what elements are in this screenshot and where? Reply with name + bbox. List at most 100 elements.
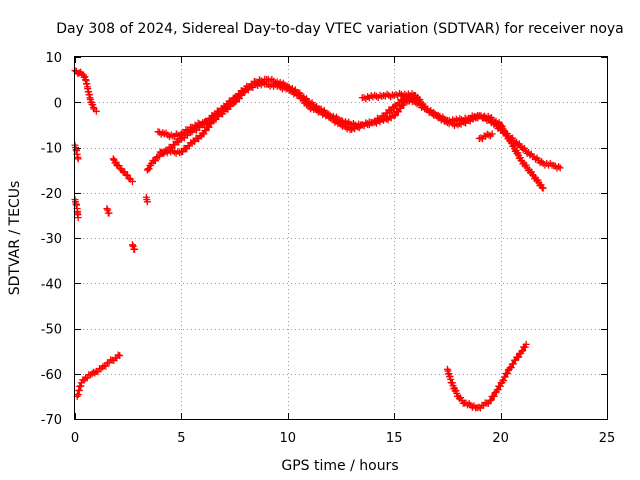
data-point	[151, 157, 159, 165]
y-tick-label: 0	[54, 96, 62, 111]
y-tick-label: -50	[41, 323, 62, 338]
axis-ticks	[75, 57, 608, 420]
data-point	[538, 184, 546, 192]
data-point	[249, 83, 257, 91]
data-point	[388, 106, 396, 114]
data-points	[71, 67, 564, 412]
data-point	[290, 90, 298, 98]
grid	[75, 57, 607, 419]
chart-title: Day 308 of 2024, Sidereal Day-to-day VTE…	[56, 21, 624, 37]
data-point	[401, 98, 409, 106]
data-point	[92, 107, 100, 115]
data-point	[102, 362, 110, 370]
data-point	[472, 113, 480, 121]
data-point	[128, 177, 136, 185]
data-point	[128, 241, 136, 249]
data-point	[459, 118, 467, 126]
data-point	[185, 126, 193, 134]
data-point	[176, 149, 184, 157]
series-arc-2	[71, 141, 82, 163]
data-point	[494, 386, 502, 394]
series-arc-10	[156, 79, 547, 192]
data-point	[428, 110, 436, 118]
data-point	[285, 86, 293, 94]
y-tick-label: -30	[41, 232, 62, 247]
data-point	[209, 116, 217, 124]
data-point	[125, 174, 133, 182]
data-point	[131, 245, 139, 253]
data-point	[539, 184, 547, 192]
data-point	[74, 214, 82, 222]
x-tick-label: 5	[177, 431, 185, 446]
data-point	[556, 164, 564, 172]
data-point	[509, 360, 517, 368]
data-point	[411, 91, 419, 99]
series-arc-14	[443, 340, 530, 412]
data-point	[322, 112, 330, 120]
data-point	[485, 131, 493, 139]
data-point	[487, 396, 495, 404]
data-point	[500, 377, 508, 385]
data-point	[316, 107, 324, 115]
series-arc-6	[128, 241, 139, 253]
data-point	[381, 114, 389, 122]
data-point	[490, 392, 498, 400]
data-point	[529, 171, 537, 179]
data-point	[196, 120, 204, 128]
data-point	[175, 138, 183, 146]
x-tick-label: 10	[280, 431, 297, 446]
series-arc-11	[154, 115, 217, 141]
y-tick-label: -60	[41, 368, 62, 383]
data-point	[143, 198, 151, 206]
y-tick-label: -10	[41, 142, 62, 157]
series-arc-3	[71, 196, 82, 222]
data-point	[440, 117, 448, 125]
y-axis-label: SDTVAR / TECUs	[7, 181, 23, 296]
data-point	[241, 87, 249, 95]
data-point	[334, 120, 342, 128]
series-arc-13	[475, 130, 496, 143]
x-tick-label: 20	[492, 431, 509, 446]
data-point	[486, 397, 494, 405]
y-tick-label: 10	[45, 51, 62, 66]
series-arc-4	[103, 205, 113, 217]
series-arc-8	[73, 351, 124, 400]
data-point	[555, 163, 563, 171]
data-point	[532, 155, 540, 163]
x-tick-label: 25	[599, 431, 616, 446]
x-tick-label: 15	[386, 431, 403, 446]
data-point	[515, 353, 523, 361]
series-arc-1	[71, 67, 100, 115]
data-point	[103, 205, 111, 213]
data-point	[91, 369, 99, 377]
data-point	[522, 340, 530, 348]
series-arc-12	[358, 89, 419, 103]
data-point	[99, 363, 107, 371]
data-point	[496, 382, 504, 390]
data-point	[504, 369, 512, 377]
series-arc-7	[142, 193, 151, 206]
data-point	[177, 130, 185, 138]
x-axis-label: GPS time / hours	[281, 458, 398, 474]
data-point	[74, 155, 82, 163]
data-point	[494, 120, 502, 128]
plot-frame	[74, 56, 608, 420]
y-tick-label: -70	[41, 413, 62, 428]
data-point	[538, 158, 546, 166]
data-point	[122, 171, 130, 179]
data-point	[422, 105, 430, 113]
y-tick-label: -20	[41, 187, 62, 202]
series-arc-5	[109, 155, 136, 185]
data-point	[89, 104, 97, 112]
data-point	[501, 373, 509, 381]
x-tick-label: 0	[71, 431, 79, 446]
y-tick-label: -40	[41, 277, 62, 292]
data-point	[488, 130, 496, 138]
data-point	[352, 122, 360, 130]
data-point	[518, 347, 526, 355]
data-point	[116, 352, 124, 360]
data-point	[507, 364, 515, 372]
data-point	[116, 165, 124, 173]
tick-labels: 0 5 10 15 20 25 10 0 -10 -20 -30 -40 -50 -60 -70	[41, 51, 616, 446]
